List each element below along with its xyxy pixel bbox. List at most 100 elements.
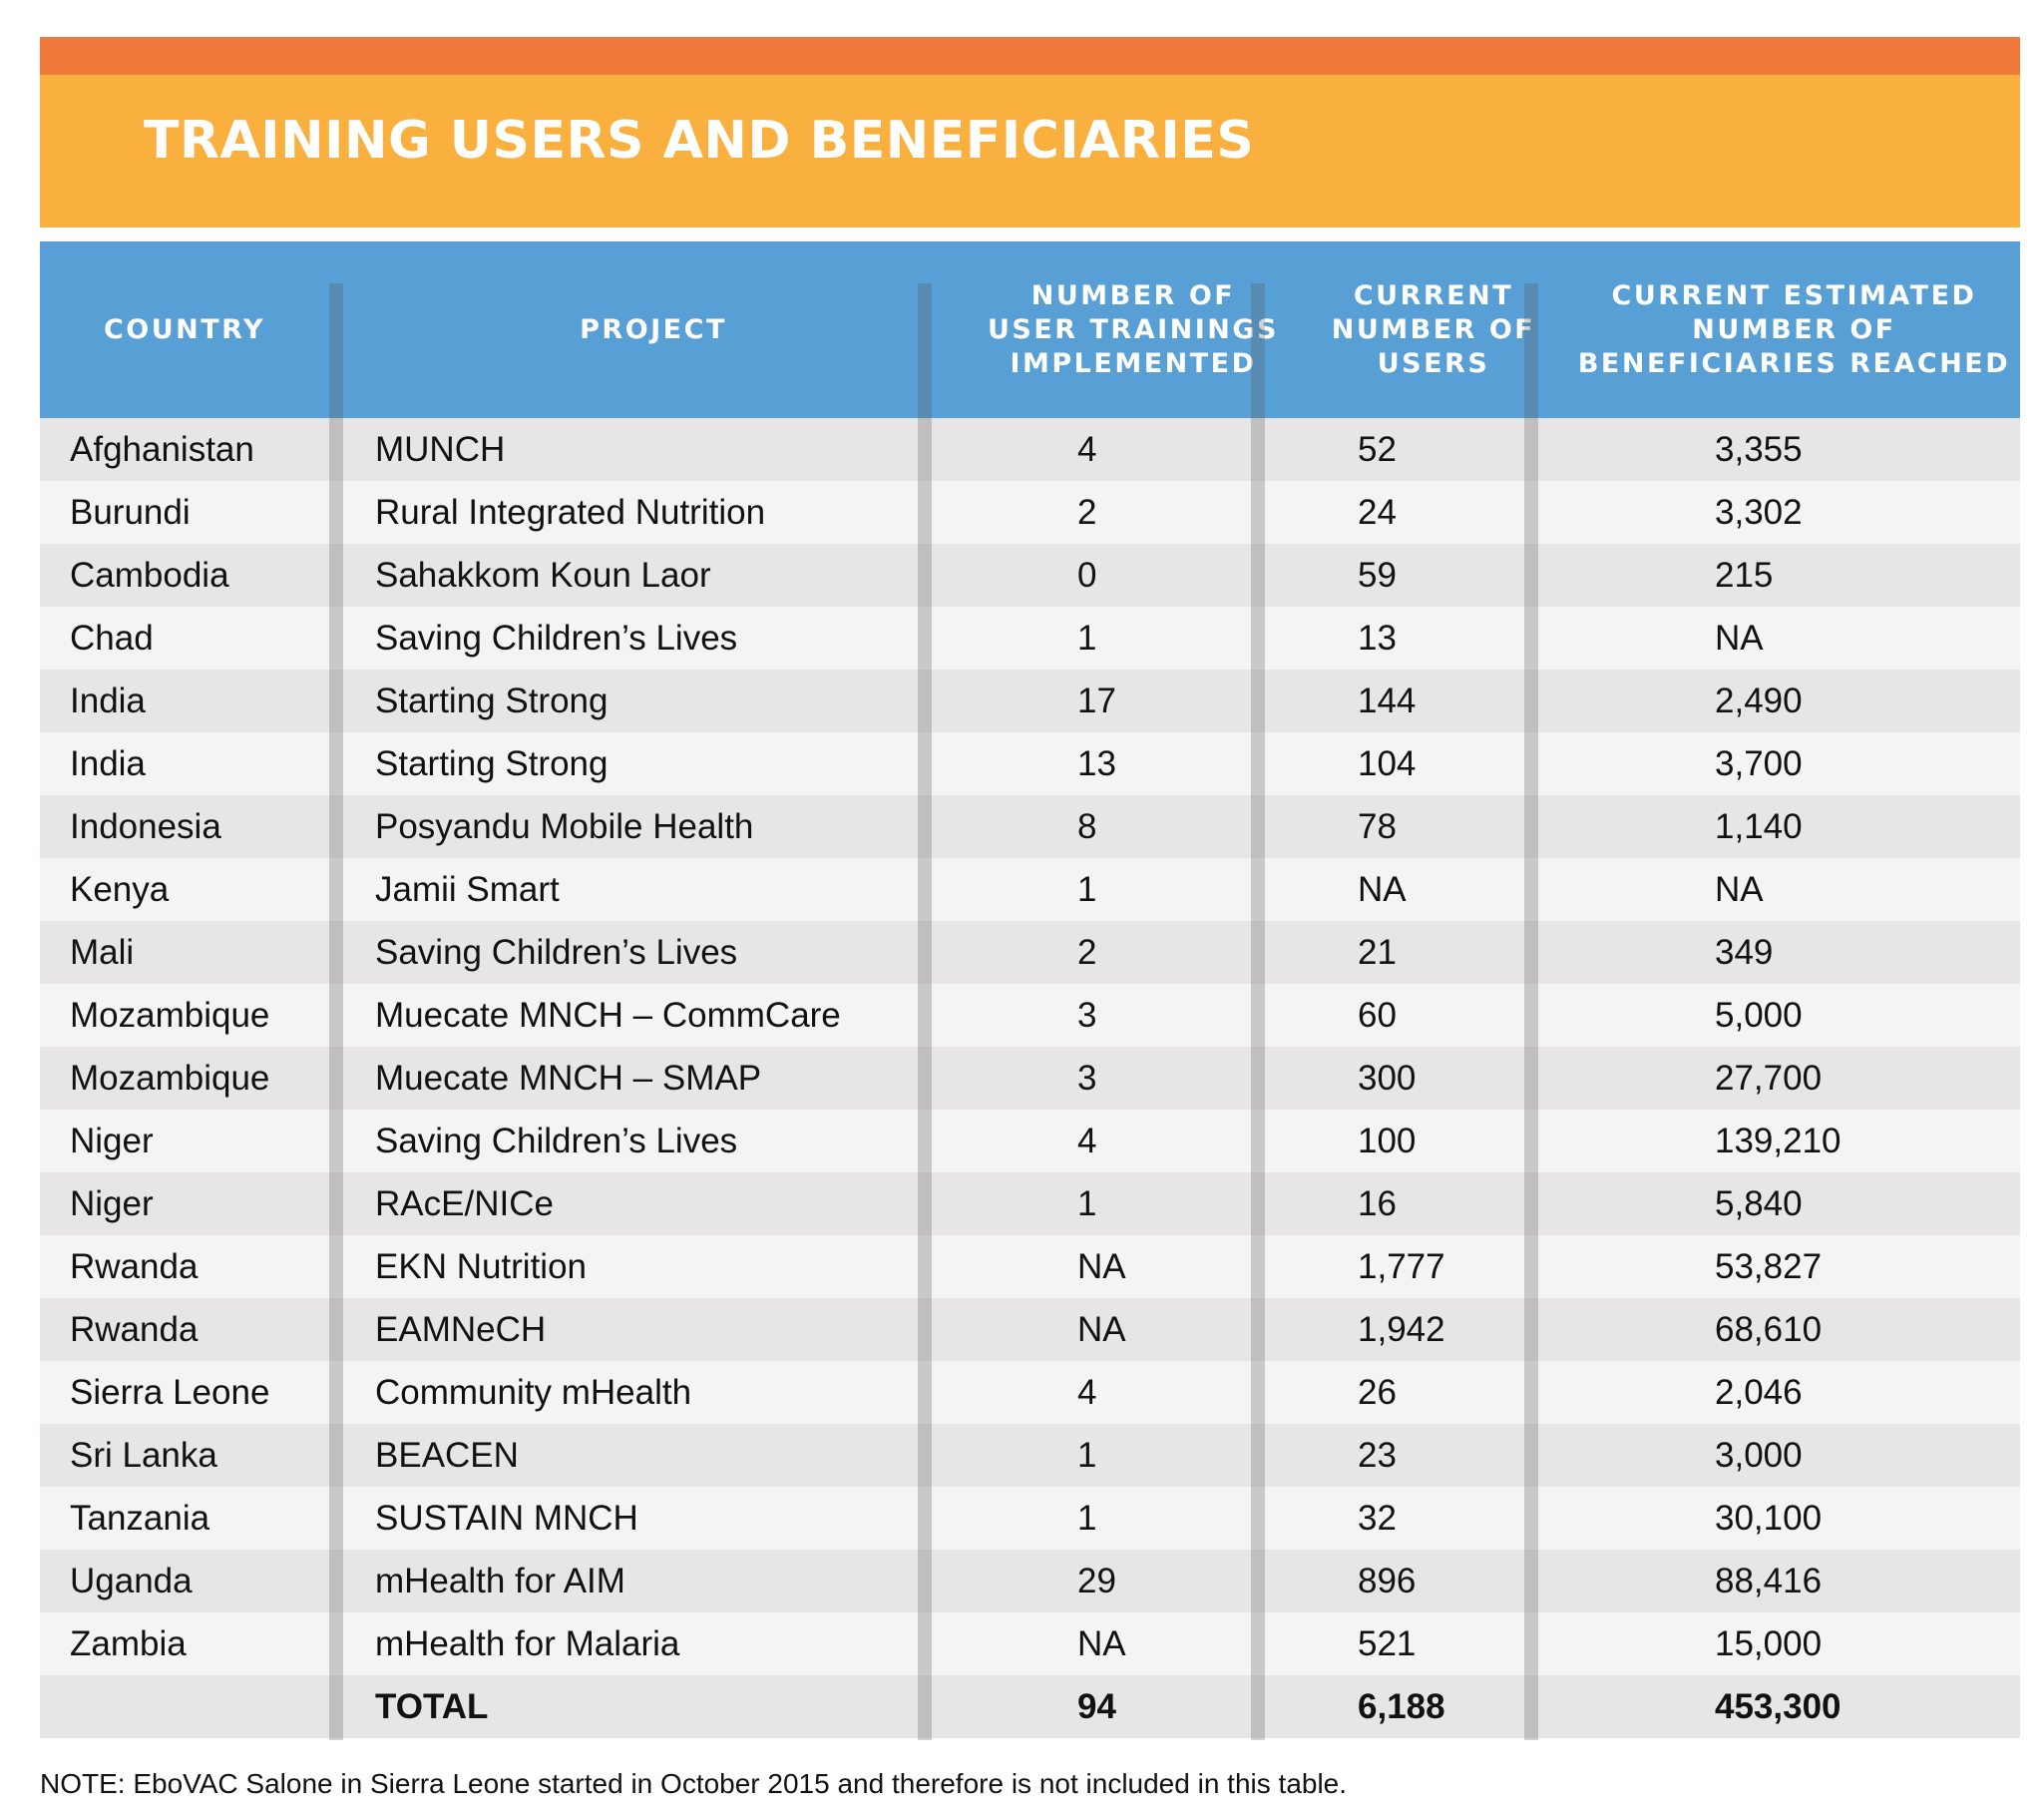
cell-users: NA — [1358, 869, 1407, 909]
cell-beneficiaries: 5,840 — [1715, 1183, 1803, 1223]
column-divider — [329, 283, 343, 1740]
cell-users: 16 — [1358, 1183, 1397, 1223]
cell-beneficiaries: 453,300 — [1715, 1686, 1841, 1726]
column-divider — [1251, 283, 1265, 1740]
footnote: NOTE: EboVAC Salone in Sierra Leone star… — [40, 1768, 1347, 1800]
cell-trainings: NA — [1077, 1623, 1126, 1663]
cell-beneficiaries: 53,827 — [1715, 1246, 1823, 1286]
cell-country: India — [70, 743, 146, 783]
cell-trainings: NA — [1077, 1246, 1126, 1286]
cell-beneficiaries: 3,700 — [1715, 743, 1803, 783]
header-beneficiaries: CURRENT ESTIMATED NUMBER OF BENEFICIARIE… — [1577, 279, 2011, 379]
table-row: Kenya Jamii Smart 1 NA NA — [40, 858, 2020, 921]
title-banner: TRAINING USERS AND BENEFICIARIES — [40, 75, 2020, 227]
table-total-row: TOTAL 94 6,188 453,300 — [40, 1675, 2020, 1738]
cell-project: mHealth for Malaria — [375, 1623, 680, 1663]
cell-trainings: 17 — [1077, 681, 1116, 720]
table-row: Niger Saving Children’s Lives 4 100 139,210 — [40, 1110, 2020, 1172]
cell-country: Mozambique — [70, 1058, 270, 1098]
cell-trainings: 29 — [1077, 1561, 1116, 1600]
cell-country: Afghanistan — [70, 429, 254, 469]
column-divider — [918, 283, 932, 1740]
cell-users: 24 — [1358, 492, 1397, 532]
cell-country: Rwanda — [70, 1309, 199, 1349]
cell-trainings: 3 — [1077, 1058, 1097, 1098]
cell-country: Mozambique — [70, 995, 270, 1035]
cell-users: 21 — [1358, 932, 1397, 972]
table-row: India Starting Strong 13 104 3,700 — [40, 732, 2020, 795]
cell-project: Saving Children’s Lives — [375, 932, 738, 972]
cell-users: 23 — [1358, 1435, 1397, 1475]
cell-country: Niger — [70, 1121, 154, 1160]
cell-users: 144 — [1358, 681, 1417, 720]
cell-users: 896 — [1358, 1561, 1417, 1600]
cell-trainings: 1 — [1077, 869, 1097, 909]
cell-country: Cambodia — [70, 555, 229, 595]
cell-project: mHealth for AIM — [375, 1561, 625, 1600]
table-row: Niger RAcE/NICe 1 16 5,840 — [40, 1172, 2020, 1235]
cell-project: EAMNeCH — [375, 1309, 547, 1349]
cell-trainings: 8 — [1077, 806, 1097, 846]
cell-beneficiaries: 2,046 — [1715, 1372, 1803, 1412]
cell-trainings: 4 — [1077, 1372, 1097, 1412]
cell-beneficiaries: 30,100 — [1715, 1498, 1823, 1538]
cell-trainings: 2 — [1077, 932, 1097, 972]
table-header: COUNTRY PROJECT NUMBER OF USER TRAININGS… — [40, 241, 2020, 418]
cell-country: Burundi — [70, 492, 191, 532]
cell-country: Indonesia — [70, 806, 221, 846]
table-row: Mali Saving Children’s Lives 2 21 349 — [40, 921, 2020, 984]
cell-users: 1,777 — [1358, 1246, 1445, 1286]
cell-trainings: 1 — [1077, 1435, 1097, 1475]
cell-beneficiaries: NA — [1715, 618, 1764, 658]
cell-project: MUNCH — [375, 429, 506, 469]
data-table: COUNTRY PROJECT NUMBER OF USER TRAININGS… — [40, 241, 2020, 1758]
cell-project: Community mHealth — [375, 1372, 692, 1412]
cell-trainings: 1 — [1077, 1183, 1097, 1223]
table-row: Chad Saving Children’s Lives 1 13 NA — [40, 607, 2020, 670]
header-country: COUNTRY — [103, 313, 266, 345]
cell-users: 6,188 — [1358, 1686, 1445, 1726]
cell-project: Sahakkom Koun Laor — [375, 555, 711, 595]
footnote-label: NOTE: — [40, 1768, 126, 1799]
cell-country: Kenya — [70, 869, 170, 909]
cell-beneficiaries: 349 — [1715, 932, 1774, 972]
cell-country: India — [70, 681, 146, 720]
cell-project: Saving Children’s Lives — [375, 618, 738, 658]
table-row: India Starting Strong 17 144 2,490 — [40, 670, 2020, 732]
cell-beneficiaries: 27,700 — [1715, 1058, 1823, 1098]
cell-country: Chad — [70, 618, 154, 658]
cell-users: 100 — [1358, 1121, 1417, 1160]
cell-beneficiaries: 1,140 — [1715, 806, 1803, 846]
header-project: PROJECT — [580, 313, 727, 345]
cell-country: Mali — [70, 932, 135, 972]
cell-users: 26 — [1358, 1372, 1397, 1412]
cell-beneficiaries: 68,610 — [1715, 1309, 1823, 1349]
cell-beneficiaries: NA — [1715, 869, 1764, 909]
cell-project: SUSTAIN MNCH — [375, 1498, 638, 1538]
cell-users: 32 — [1358, 1498, 1397, 1538]
cell-trainings: 2 — [1077, 492, 1097, 532]
cell-beneficiaries: 215 — [1715, 555, 1774, 595]
table-row: Tanzania SUSTAIN MNCH 1 32 30,100 — [40, 1487, 2020, 1550]
cell-users: 521 — [1358, 1623, 1417, 1663]
cell-users: 60 — [1358, 995, 1397, 1035]
cell-trainings: 1 — [1077, 618, 1097, 658]
cell-users: 78 — [1358, 806, 1397, 846]
cell-beneficiaries: 88,416 — [1715, 1561, 1823, 1600]
cell-beneficiaries: 15,000 — [1715, 1623, 1823, 1663]
header-users: CURRENT NUMBER OF USERS — [1331, 279, 1536, 379]
table-row: Uganda mHealth for AIM 29 896 88,416 — [40, 1550, 2020, 1612]
column-divider — [1524, 283, 1538, 1740]
cell-beneficiaries: 139,210 — [1715, 1121, 1841, 1160]
cell-trainings: 4 — [1077, 429, 1097, 469]
cell-beneficiaries: 3,355 — [1715, 429, 1803, 469]
table-row: Sri Lanka BEACEN 1 23 3,000 — [40, 1424, 2020, 1487]
cell-project: EKN Nutrition — [375, 1246, 588, 1286]
cell-trainings: NA — [1077, 1309, 1126, 1349]
cell-beneficiaries: 3,302 — [1715, 492, 1803, 532]
top-accent-bar — [40, 37, 2020, 75]
cell-users: 59 — [1358, 555, 1397, 595]
table-row: Burundi Rural Integrated Nutrition 2 24 3,30… — [40, 481, 2020, 544]
cell-country: Niger — [70, 1183, 154, 1223]
cell-project: Starting Strong — [375, 681, 609, 720]
